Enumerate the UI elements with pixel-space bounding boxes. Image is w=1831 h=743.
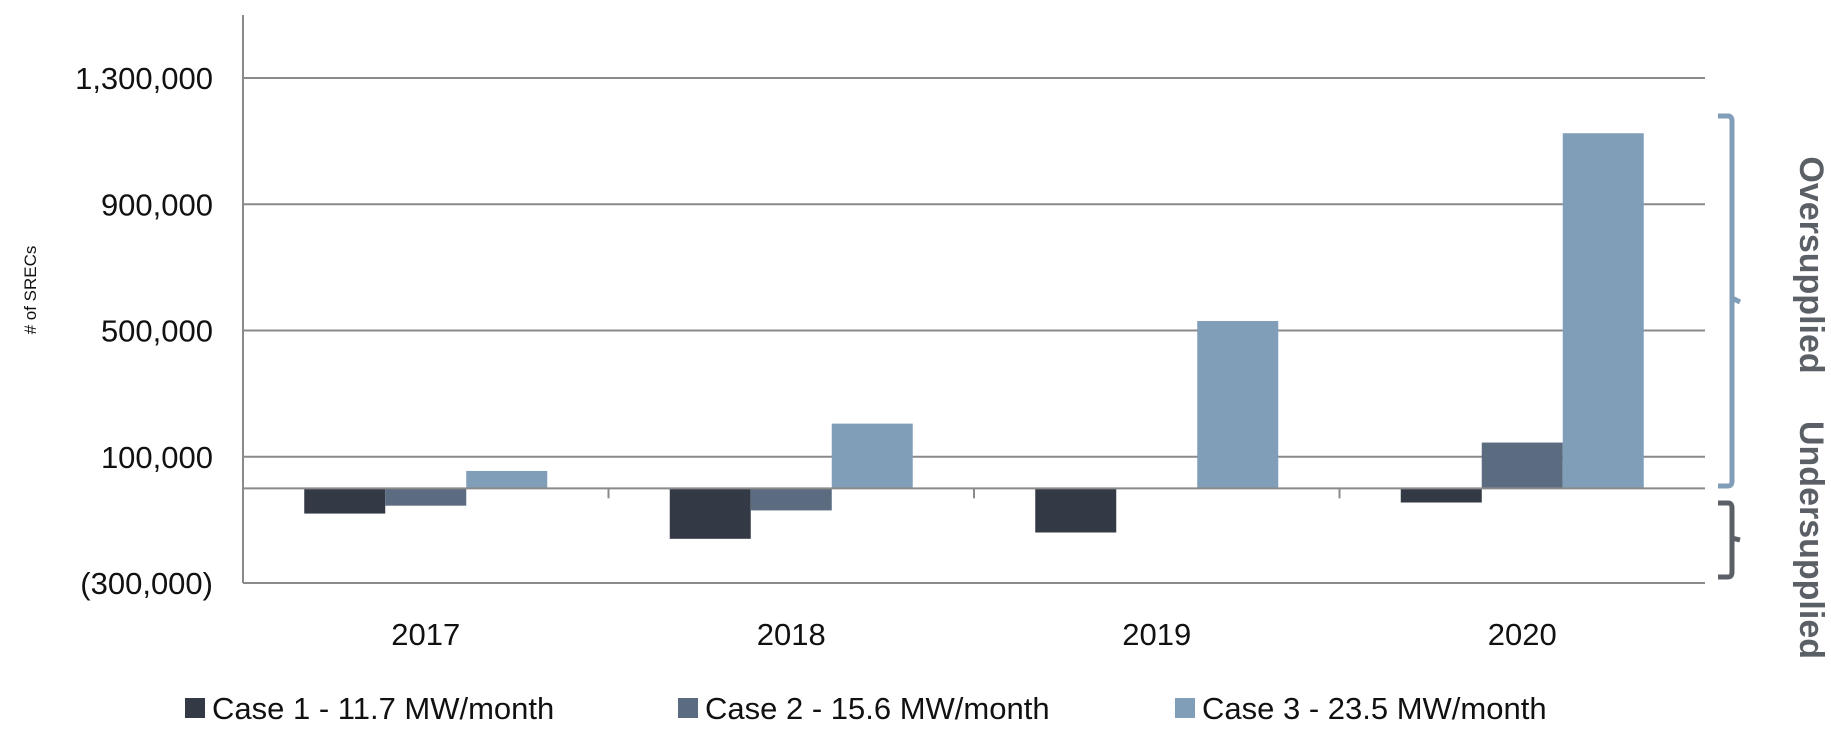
bar-2018-case3 (831, 423, 913, 489)
bar-2018-case1 (669, 488, 751, 539)
legend-label: Case 3 - 23.5 MW/month (1202, 691, 1547, 726)
y-tick-labels: (300,000) 100,000 500,000 900,000 1,300,000 (75, 61, 213, 601)
legend-swatch (185, 698, 205, 718)
bar-2020-case1 (1400, 488, 1482, 503)
supply-brackets: Oversupplied Undersupplied (1718, 113, 1830, 659)
y-tick-label: 1,300,000 (75, 61, 213, 96)
oversupplied-bracket (1718, 113, 1742, 489)
x-tick-label: 2020 (1488, 617, 1557, 652)
y-tick-label: 100,000 (101, 440, 213, 475)
bar-2017-case3 (466, 470, 548, 489)
y-axis-label: # of SRECs (21, 246, 40, 335)
x-tick-label: 2018 (757, 617, 826, 652)
undersupplied-label: Undersupplied (1792, 421, 1830, 659)
y-tick-label: (300,000) (80, 566, 213, 601)
y-tick-label: 500,000 (101, 314, 213, 349)
bar-2017-case2 (385, 488, 467, 506)
bar-2019-case1 (1035, 488, 1117, 533)
axes (242, 15, 1705, 583)
bars (304, 133, 1644, 539)
oversupplied-label: Oversupplied (1792, 156, 1830, 373)
legend-swatch (678, 698, 698, 718)
bar-2019-case3 (1197, 321, 1279, 489)
undersupplied-bracket (1718, 500, 1741, 580)
x-tick-label: 2017 (391, 617, 460, 652)
x-tick-label: 2019 (1122, 617, 1191, 652)
legend-label: Case 1 - 11.7 MW/month (212, 691, 554, 726)
legend-label: Case 2 - 15.6 MW/month (705, 691, 1050, 726)
bar-2018-case2 (750, 488, 832, 511)
x-tick-labels: 2017 2018 2019 2020 (391, 617, 1556, 652)
legend-swatch (1175, 698, 1195, 718)
gridlines (243, 77, 1705, 584)
y-tick-label: 900,000 (101, 187, 213, 222)
bar-2017-case1 (304, 488, 386, 514)
bar-2020-case3 (1562, 133, 1644, 489)
legend: Case 1 - 11.7 MW/month Case 2 - 15.6 MW/m… (185, 691, 1547, 726)
bar-2020-case2 (1481, 442, 1563, 489)
